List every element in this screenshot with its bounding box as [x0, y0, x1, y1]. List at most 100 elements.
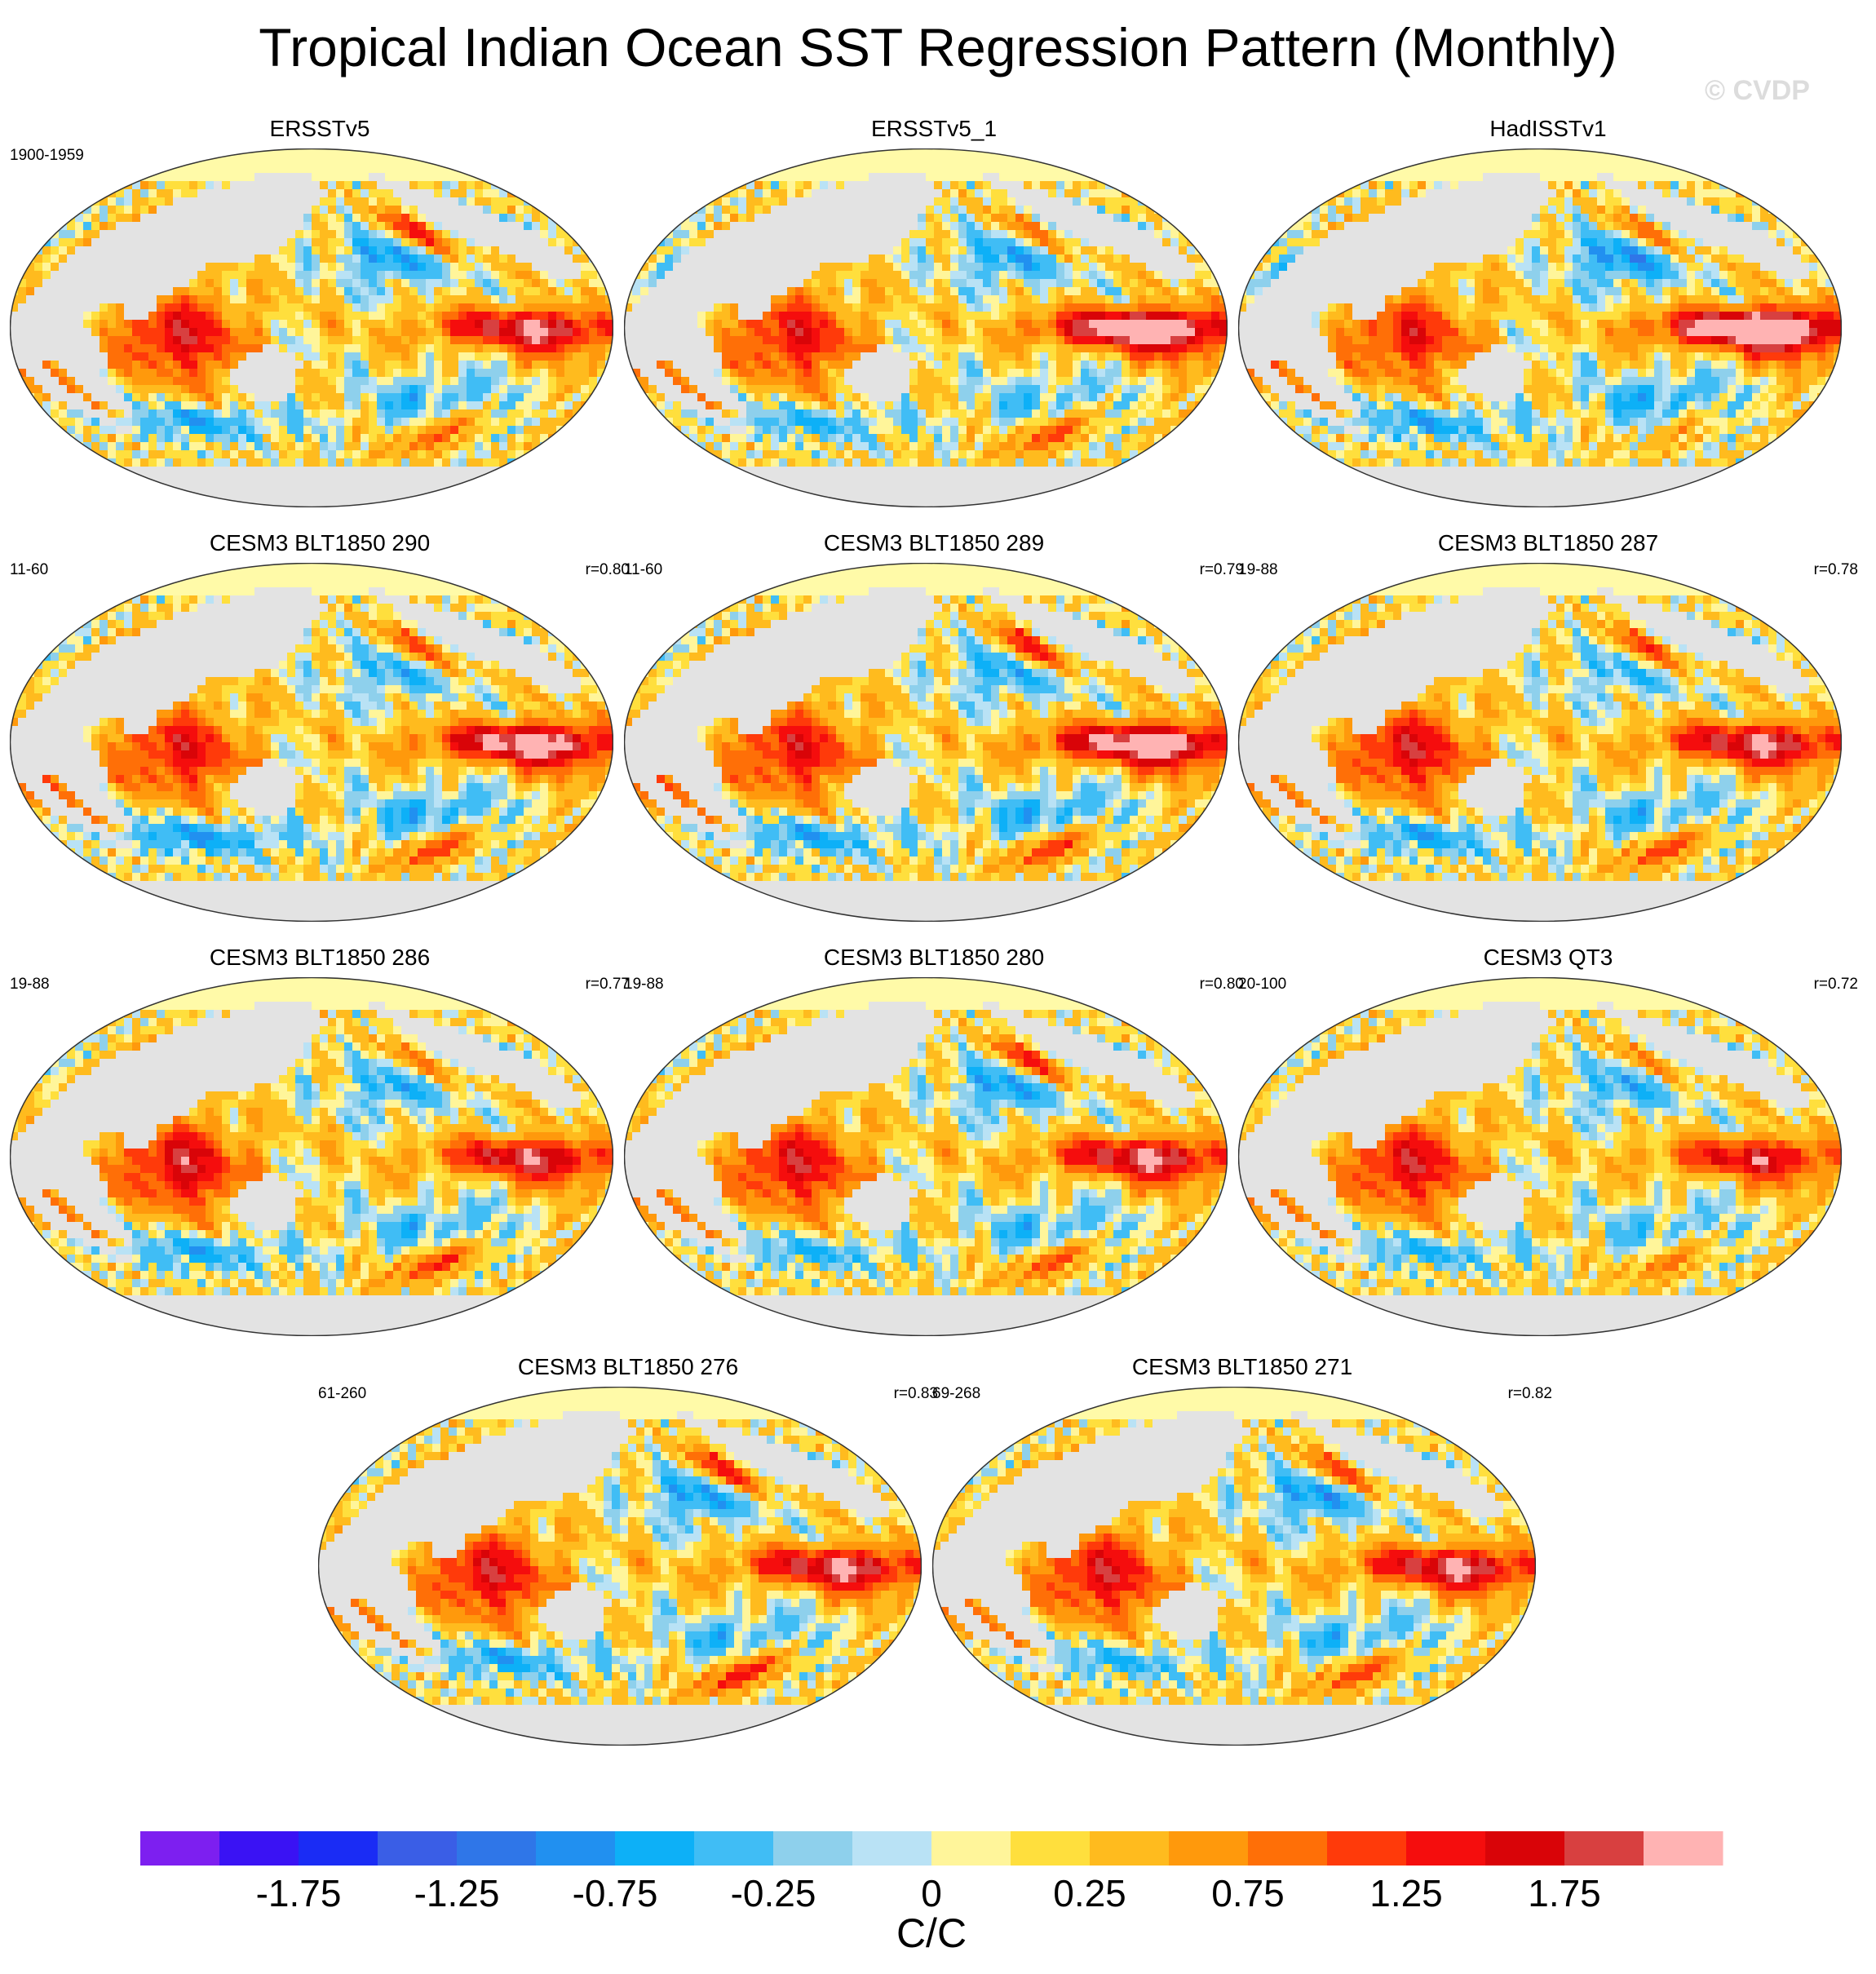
sst-regression-map — [318, 1387, 922, 1746]
panel-title: ERSSTv5 — [10, 116, 630, 142]
panel-pattern-correlation: r=0.82 — [1508, 1385, 1552, 1403]
sst-regression-map — [10, 977, 613, 1336]
sst-field — [932, 1387, 1536, 1746]
panel-years: 19-88 — [1238, 561, 1278, 579]
map-panel: CESM3 BLT1850 271 69-268 r=0.82 — [932, 1354, 1552, 1746]
map-panel: HadISSTv1 — [1238, 116, 1858, 507]
panel-title: CESM3 QT3 — [1238, 945, 1858, 971]
panel-title: CESM3 BLT1850 280 — [624, 945, 1244, 971]
colorbar-tick-label: 0 — [921, 1872, 942, 1914]
colorbar-units-label: C/C — [896, 1910, 967, 1956]
colorbar-swatch — [694, 1831, 774, 1866]
panel-pattern-correlation: r=0.80 — [586, 561, 630, 579]
map-outline — [318, 1387, 922, 1746]
cvdp-watermark: © CVDP — [1705, 75, 1810, 107]
colorbar-tick-label: -0.25 — [731, 1872, 816, 1914]
sst-regression-map — [932, 1387, 1536, 1746]
panel-years: 11-60 — [10, 561, 48, 579]
map-outline — [1238, 563, 1842, 922]
colorbar-swatch — [931, 1831, 1011, 1866]
map-outline — [1238, 148, 1842, 507]
panel-years: 1900-1959 — [10, 147, 84, 165]
colorbar-swatch — [1169, 1831, 1249, 1866]
panel-years: 69-268 — [932, 1385, 980, 1403]
sst-regression-map — [1238, 563, 1842, 922]
panel-title: CESM3 BLT1850 271 — [932, 1354, 1552, 1380]
colorbar-tick-label: 0.25 — [1053, 1872, 1126, 1914]
map-outline — [624, 148, 1228, 507]
map-panel: CESM3 BLT1850 276 61-260 r=0.83 — [318, 1354, 938, 1746]
colorbar-tick-label: 0.75 — [1211, 1872, 1285, 1914]
panel-years: 20-100 — [1238, 976, 1286, 994]
map-outline — [624, 977, 1228, 1336]
map-panel: CESM3 BLT1850 287 19-88 r=0.78 — [1238, 530, 1858, 922]
map-panel: ERSSTv5 1900-1959 — [10, 116, 630, 507]
sst-field — [624, 977, 1228, 1336]
panel-pattern-correlation: r=0.79 — [1200, 561, 1244, 579]
map-panel: CESM3 BLT1850 280 19-88 r=0.80 — [624, 945, 1244, 1336]
colorbar-swatch — [457, 1831, 537, 1866]
colorbar-swatch — [299, 1831, 378, 1866]
colorbar-swatch — [1327, 1831, 1407, 1866]
sst-field — [1238, 563, 1842, 922]
sst-regression-map — [1238, 148, 1842, 507]
map-outline — [932, 1387, 1536, 1746]
colorbar-swatch — [140, 1831, 220, 1866]
panel-title: CESM3 BLT1850 276 — [318, 1354, 938, 1380]
panel-title: CESM3 BLT1850 287 — [1238, 530, 1858, 556]
figure-title: Tropical Indian Ocean SST Regression Pat… — [0, 15, 1876, 80]
map-outline — [1238, 977, 1842, 1336]
panel-pattern-correlation: r=0.72 — [1814, 976, 1858, 994]
panel-pattern-correlation: r=0.83 — [894, 1385, 938, 1403]
colorbar-swatch — [852, 1831, 932, 1866]
panel-years: 61-260 — [318, 1385, 366, 1403]
sst-field — [624, 148, 1228, 507]
map-panel: CESM3 BLT1850 286 19-88 r=0.77 — [10, 945, 630, 1336]
panel-years: 11-60 — [624, 561, 662, 579]
sst-field — [10, 977, 613, 1336]
sst-field — [1238, 977, 1842, 1336]
sst-field — [1238, 148, 1842, 507]
panel-title: HadISSTv1 — [1238, 116, 1858, 142]
sst-regression-map — [10, 148, 613, 507]
colorbar-swatch — [1564, 1831, 1644, 1866]
colorbar-tick-label: 1.75 — [1528, 1872, 1601, 1914]
colorbar-swatch — [615, 1831, 695, 1866]
colorbar-swatch — [219, 1831, 299, 1866]
map-panel: ERSSTv5_1 — [624, 116, 1244, 507]
map-outline — [10, 563, 613, 922]
panel-pattern-correlation: r=0.78 — [1814, 561, 1858, 579]
map-panel: CESM3 QT3 20-100 r=0.72 — [1238, 945, 1858, 1336]
panel-title: CESM3 BLT1850 289 — [624, 530, 1244, 556]
sst-regression-map — [10, 563, 613, 922]
colorbar-swatch — [378, 1831, 458, 1866]
colorbar-tick-label: 1.25 — [1369, 1872, 1443, 1914]
panel-years: 19-88 — [624, 976, 664, 994]
sst-field — [10, 148, 613, 507]
panel-pattern-correlation: r=0.80 — [1200, 976, 1244, 994]
sst-regression-map — [624, 148, 1228, 507]
panel-title: CESM3 BLT1850 290 — [10, 530, 630, 556]
colorbar-swatch — [1090, 1831, 1170, 1866]
sst-field — [318, 1387, 922, 1746]
map-outline — [10, 977, 613, 1336]
colorbar-swatch — [773, 1831, 853, 1866]
colorbar-swatch — [1644, 1831, 1723, 1866]
sst-regression-map — [1238, 977, 1842, 1336]
colorbar-swatch — [536, 1831, 616, 1866]
colorbar-swatch — [1011, 1831, 1091, 1866]
map-panel: CESM3 BLT1850 289 11-60 r=0.79 — [624, 530, 1244, 922]
colorbar-swatch — [1406, 1831, 1486, 1866]
sst-field — [624, 563, 1228, 922]
sst-field — [10, 563, 613, 922]
colorbar-tick-label: -1.75 — [256, 1872, 342, 1914]
colorbar: -1.75 -1.25 -0.75 -0.25 0 0.25 0.75 1.25 1.75 C/C — [140, 1831, 1723, 1956]
panel-title: CESM3 BLT1850 286 — [10, 945, 630, 971]
map-outline — [10, 148, 613, 507]
colorbar-tick-label: -1.25 — [414, 1872, 500, 1914]
colorbar-tick-label: -0.75 — [573, 1872, 658, 1914]
sst-regression-map — [624, 977, 1228, 1336]
colorbar-swatch — [1485, 1831, 1565, 1866]
panel-years: 19-88 — [10, 976, 50, 994]
panel-title: ERSSTv5_1 — [624, 116, 1244, 142]
